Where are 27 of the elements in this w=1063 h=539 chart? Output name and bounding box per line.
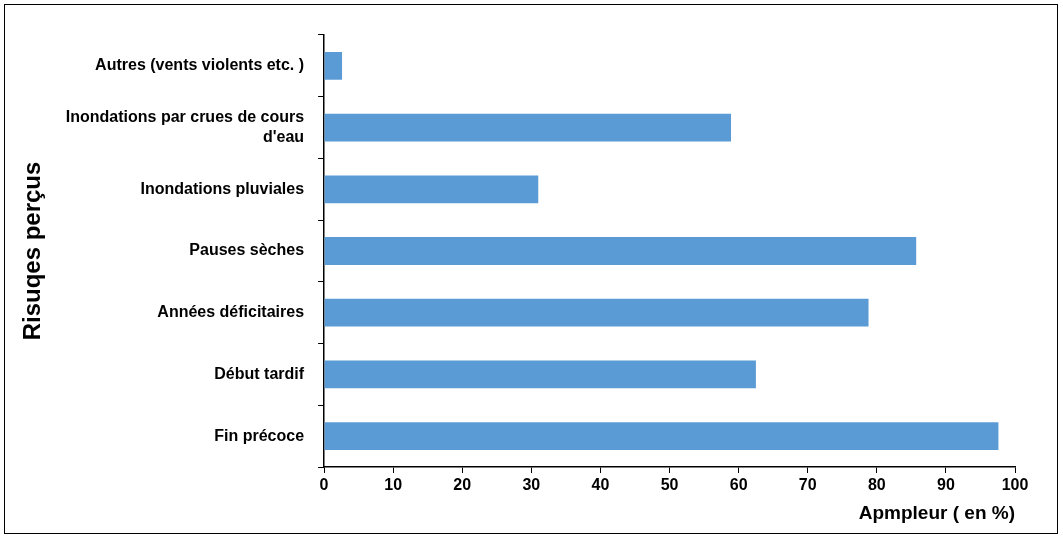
y-tick-label: Fin précoce <box>214 426 305 444</box>
x-tick-label: 70 <box>798 476 817 494</box>
bar <box>324 237 917 265</box>
y-tick-label: Pauses sèches <box>189 241 305 259</box>
x-tick-label: 60 <box>729 476 748 494</box>
x-tick-label: 90 <box>937 476 955 494</box>
x-tick-label: 80 <box>867 476 886 494</box>
bar <box>324 113 732 142</box>
y-tick-label: Inondations pluviales <box>140 179 305 197</box>
x-tick-label: 10 <box>384 476 403 494</box>
x-tick-label: 30 <box>522 476 541 494</box>
x-tick-label: 20 <box>453 476 472 494</box>
x-tick-label: 50 <box>660 476 679 494</box>
y-axis-title: Risuqes perçus <box>18 161 46 341</box>
x-tick-label: 40 <box>591 476 610 494</box>
bar <box>324 51 343 80</box>
y-tick-label: Début tardif <box>214 364 305 382</box>
y-tick-label: Autres (vents violents etc. ) <box>95 56 305 74</box>
x-tick-label: 0 <box>319 476 329 494</box>
bar <box>324 422 999 451</box>
bar <box>324 298 869 327</box>
bar <box>324 360 756 389</box>
x-tick-label: 100 <box>1001 476 1029 494</box>
y-tick-label: Années déficitaires <box>157 303 305 321</box>
bar <box>324 175 539 204</box>
y-tick-label: Inondations par crues de cours d'eau <box>65 108 305 145</box>
x-axis-title: Apmpleur ( en %) <box>858 501 1015 523</box>
